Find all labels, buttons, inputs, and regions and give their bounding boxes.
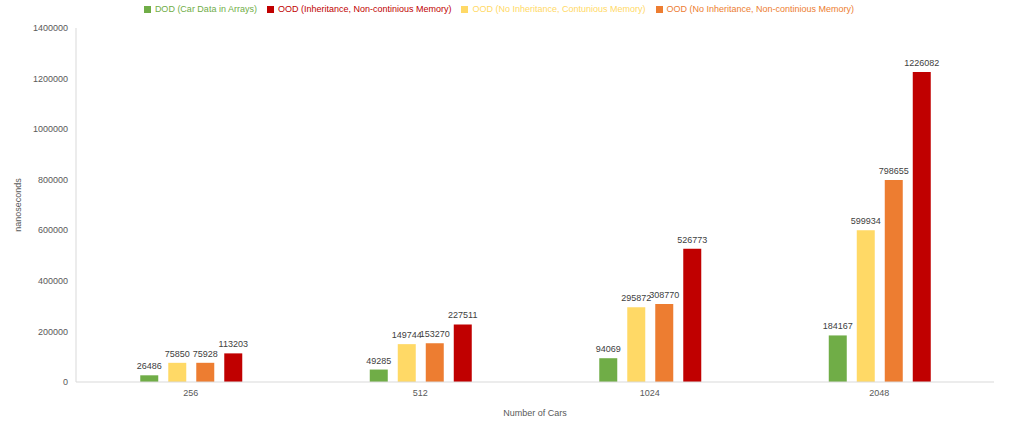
svg-text:94069: 94069 (596, 344, 621, 354)
svg-text:2048: 2048 (869, 388, 889, 398)
svg-text:184167: 184167 (823, 321, 853, 331)
svg-text:798655: 798655 (879, 166, 909, 176)
svg-text:400000: 400000 (38, 276, 68, 286)
svg-text:599934: 599934 (851, 216, 881, 226)
svg-text:1200000: 1200000 (33, 74, 68, 84)
svg-text:227511: 227511 (448, 310, 477, 320)
svg-text:295872: 295872 (621, 293, 651, 303)
html-text:OOD (No Inheritance, Non-conti: OOD (No Inheritance, Non-continious Memo… (666, 4, 855, 14)
svg-text:26486: 26486 (137, 361, 162, 371)
svg-text:nanoseconds: nanoseconds (13, 178, 23, 232)
svg-text:256: 256 (183, 388, 198, 398)
svg-text:75928: 75928 (193, 349, 218, 359)
svg-text:526773: 526773 (677, 235, 707, 245)
svg-text:200000: 200000 (38, 327, 68, 337)
svg-text:Number of Cars: Number of Cars (503, 408, 567, 418)
svg-text:113203: 113203 (219, 339, 248, 349)
svg-text:149744: 149744 (392, 330, 422, 340)
svg-text:75850: 75850 (165, 349, 190, 359)
html-text:OOD (No Inheritance, Contuniou: OOD (No Inheritance, Contunious Memory) (472, 4, 646, 14)
svg-text:800000: 800000 (38, 175, 68, 185)
svg-text:1226082: 1226082 (904, 58, 939, 68)
svg-text:512: 512 (413, 388, 428, 398)
svg-text:1024: 1024 (640, 388, 660, 398)
svg-text:600000: 600000 (38, 225, 68, 235)
svg-text:1400000: 1400000 (33, 23, 68, 33)
svg-text:0: 0 (63, 377, 68, 387)
svg-text:308770: 308770 (649, 290, 679, 300)
html-text:DOD (Car Data in Arrays): DOD (Car Data in Arrays) (154, 4, 257, 14)
html-text:OOD (Inheritance, Non-continio: OOD (Inheritance, Non-continious Memory) (277, 4, 452, 14)
svg-text:49285: 49285 (366, 356, 391, 366)
svg-text:1000000: 1000000 (33, 124, 68, 134)
svg-text:153270: 153270 (420, 329, 450, 339)
